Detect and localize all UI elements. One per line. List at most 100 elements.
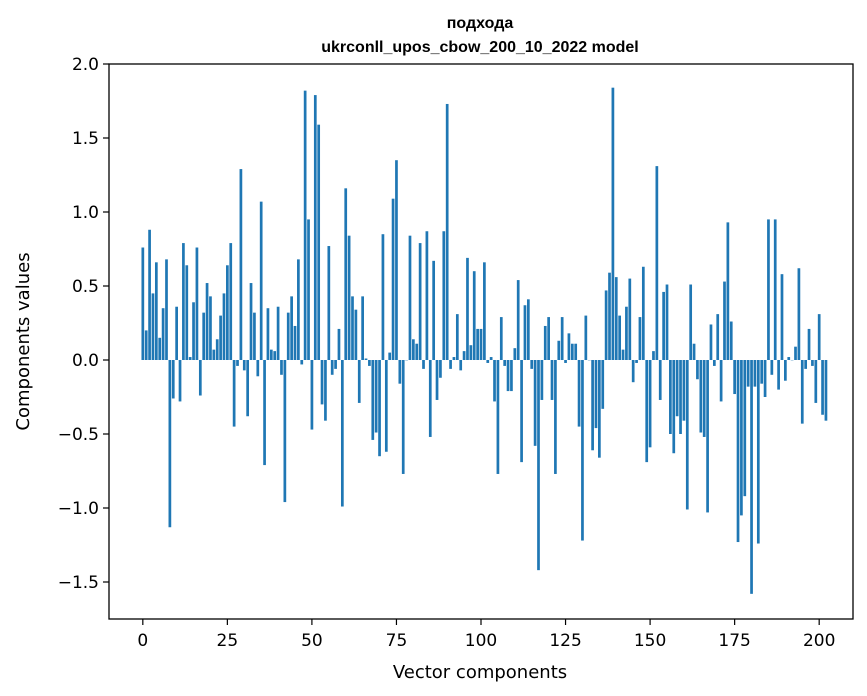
bar-26 [229, 243, 233, 360]
bar-95 [462, 351, 466, 360]
bar-89 [442, 231, 446, 360]
bar-119 [543, 325, 547, 360]
bar-127 [570, 343, 574, 360]
bar-69 [374, 360, 378, 433]
y-tick-label: 0.5 [72, 277, 99, 297]
bar-181 [753, 360, 757, 387]
bar-3 [151, 293, 155, 360]
bar-45 [293, 325, 297, 360]
bar-47 [300, 360, 304, 365]
bar-102 [486, 360, 490, 363]
bar-46 [297, 259, 300, 360]
bar-66 [364, 358, 368, 360]
y-tick-label: −0.5 [58, 425, 99, 445]
bar-180 [750, 360, 753, 594]
bar-175 [733, 360, 736, 395]
bar-137 [604, 290, 608, 360]
bar-96 [466, 257, 469, 360]
bar-94 [459, 360, 463, 371]
bar-41 [280, 360, 283, 375]
bar-38 [269, 349, 273, 360]
bar-28 [236, 360, 239, 366]
bar-195 [800, 360, 804, 424]
bar-5 [158, 337, 162, 360]
bar-171 [719, 360, 723, 402]
bar-157 [672, 360, 676, 454]
bar-154 [662, 291, 665, 360]
bar-120 [547, 317, 550, 360]
bar-116 [533, 360, 537, 446]
bar-165 [699, 360, 703, 433]
bar-52 [317, 124, 321, 361]
bar-64 [357, 360, 361, 403]
bar-126 [567, 333, 571, 360]
bar-18 [202, 312, 206, 360]
bar-164 [696, 360, 699, 380]
bar-155 [665, 284, 669, 360]
bar-141 [618, 315, 622, 360]
bar-39 [273, 351, 277, 360]
bar-80 [412, 339, 415, 360]
bar-88 [439, 360, 442, 378]
bar-76 [398, 360, 402, 384]
bar-200 [817, 314, 821, 360]
bar-37 [266, 308, 270, 360]
bar-140 [614, 277, 618, 360]
bar-20 [209, 296, 212, 360]
bar-25 [226, 265, 229, 360]
bar-67 [368, 360, 371, 366]
bar-122 [554, 360, 557, 474]
chart-title-line2: ukrconll_upos_cbow_200_10_2022 model [321, 39, 638, 56]
bar-128 [574, 343, 578, 360]
bar-178 [743, 360, 747, 497]
bar-107 [503, 360, 507, 366]
x-tick-label: 100 [465, 631, 497, 651]
bar-197 [807, 328, 811, 360]
bar-161 [685, 360, 689, 510]
bar-0 [141, 247, 145, 360]
y-tick-label: 1.5 [72, 129, 99, 149]
bar-121 [550, 360, 554, 400]
bar-109 [510, 360, 513, 392]
bar-51 [313, 95, 317, 360]
bar-117 [537, 360, 540, 571]
bar-22 [215, 339, 219, 360]
bar-42 [283, 360, 287, 503]
x-tick-label: 200 [803, 631, 835, 651]
bar-62 [351, 296, 354, 360]
bar-170 [716, 314, 720, 360]
bar-77 [401, 360, 405, 474]
bar-118 [540, 360, 544, 400]
bar-176 [736, 360, 740, 543]
bar-148 [641, 266, 645, 360]
bar-147 [638, 317, 642, 360]
bar-84 [425, 231, 429, 360]
y-axis-label: Components values [13, 252, 34, 430]
bar-48 [303, 90, 307, 360]
bar-146 [635, 360, 638, 363]
bar-8 [168, 360, 172, 528]
bar-31 [246, 360, 250, 417]
x-axis-label: Vector components [393, 662, 567, 683]
y-tick-label: 1.0 [72, 203, 99, 223]
bar-9 [171, 360, 175, 399]
bar-105 [496, 360, 500, 474]
bar-91 [449, 360, 452, 369]
bar-83 [422, 360, 425, 369]
bar-19 [205, 283, 209, 360]
bar-72 [384, 360, 388, 452]
bar-15 [192, 302, 195, 360]
bar-139 [611, 87, 615, 361]
bar-101 [483, 262, 486, 360]
bar-173 [726, 222, 730, 360]
bar-188 [777, 360, 780, 390]
x-tick-label: 125 [549, 631, 581, 651]
bar-2 [148, 229, 151, 360]
bar-58 [337, 328, 341, 360]
x-tick-label: 150 [634, 631, 666, 651]
bar-57 [334, 360, 337, 369]
x-tick-label: 0 [137, 631, 148, 651]
bar-50 [310, 360, 314, 430]
y-tick-label: −1.5 [58, 573, 99, 593]
